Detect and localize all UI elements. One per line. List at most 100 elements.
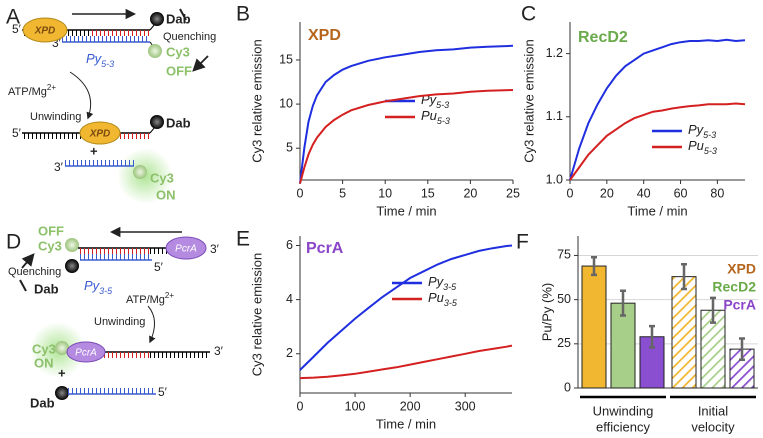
bar: [610, 302, 636, 389]
legend-label: Py5-3: [688, 122, 716, 140]
panel-letter: C: [521, 3, 536, 26]
legend-name: Pu: [421, 108, 437, 123]
label: ATP/Mg2+: [126, 291, 174, 306]
label: 3′: [54, 160, 64, 174]
line: [569, 38, 746, 181]
label: 5′: [158, 385, 168, 399]
error-bar: [620, 289, 626, 317]
label: Dab: [166, 11, 191, 26]
x-tick-label: 15: [421, 186, 435, 200]
x-tick-label: 40: [637, 186, 651, 200]
dab-ball: [55, 386, 69, 400]
cy3-ball: [133, 165, 147, 179]
y-tick-label: 1.1: [546, 109, 563, 123]
label: ON: [156, 187, 176, 202]
line: [569, 102, 746, 181]
panel-letter: A: [6, 6, 20, 29]
y-tick-label: 25: [557, 336, 571, 350]
y-axis-label: Pu/Py (%): [539, 283, 554, 342]
x-tick-label: 25: [506, 186, 520, 200]
chart-title: RecD2: [578, 29, 628, 46]
label: Py5-3: [86, 51, 114, 69]
label: Cy3: [166, 44, 190, 59]
label: OFF: [38, 223, 64, 238]
enzyme: [165, 236, 207, 260]
arrow: [21, 253, 35, 269]
quench-mark: [179, 8, 187, 21]
x-tick-label: 100: [345, 399, 366, 413]
x-axis-label: Time / min: [376, 203, 436, 218]
x-tick-label: 20: [600, 186, 614, 200]
y-tick-label: 15: [279, 52, 293, 66]
legend-sub: 5-3: [704, 146, 717, 156]
x-axis-label: Time / min: [627, 203, 687, 218]
dab-ball: [150, 115, 164, 129]
arrow: [147, 305, 156, 344]
legend-label: RecD2: [712, 279, 756, 295]
line: [299, 89, 514, 184]
label: Dab: [34, 281, 59, 296]
cy3-ball: [148, 44, 162, 58]
label: Cy3: [32, 341, 56, 356]
label: XPD: [89, 129, 111, 140]
line: [299, 44, 514, 184]
y-tick-label: 5: [286, 141, 293, 155]
x-tick-label: 80: [710, 186, 724, 200]
x-tick-label: 0: [297, 399, 304, 413]
arrow: [69, 71, 94, 120]
y-tick-label: 75: [557, 248, 571, 262]
enzyme: [66, 341, 106, 363]
legend-sub: 3-5: [443, 282, 457, 292]
x-tick-label: 60: [674, 186, 688, 200]
panel-letter: B: [236, 3, 250, 26]
error-bar: [681, 263, 687, 291]
y-tick-label: 50: [557, 292, 571, 306]
legend-sub: 3-5: [444, 298, 458, 308]
legend-name: Py: [688, 122, 705, 137]
bar: [671, 276, 697, 389]
label: 5′: [12, 22, 22, 36]
error-bar: [591, 255, 597, 277]
panel-letter: E: [236, 228, 250, 251]
panel-letter: D: [6, 231, 21, 254]
chart-title: PcrA: [306, 240, 344, 257]
x-tick-label: Initial: [698, 403, 728, 418]
y-tick-label: 1.0: [546, 172, 563, 186]
x-tick-label: 20: [463, 186, 477, 200]
label: 5′: [12, 126, 22, 140]
x-tick-label: 0: [297, 186, 304, 200]
x-tick-label: efficiency: [596, 419, 650, 434]
y-axis-label: Cy3 relative emission: [249, 253, 264, 377]
y-tick-label: 4: [286, 292, 293, 306]
label: +: [90, 143, 98, 158]
dab-ball: [150, 12, 164, 26]
y-tick-label: 6: [286, 238, 293, 252]
error-bar: [739, 337, 745, 361]
label: 3′: [52, 36, 62, 50]
legend-sub: 5-3: [436, 100, 449, 110]
x-tick-label: 0: [567, 186, 574, 200]
diagram-d: D OFF Cy3 PcrA 3′ 5′ Quenching Dab Py3-5…: [6, 223, 224, 410]
diagram-a: A 5′ 3′ XPD Dab Cy3 Quenching OFF Py5-3 …: [6, 6, 216, 204]
label: Dab: [166, 115, 191, 130]
enzyme: [22, 17, 68, 43]
label: Cy3: [38, 238, 62, 253]
label: ATP/Mg2+: [8, 83, 56, 98]
legend-name: Py: [428, 274, 445, 289]
label: ON: [34, 355, 54, 370]
y-axis-label: Cy3 relative emission: [249, 39, 264, 163]
label: Dab: [30, 395, 55, 410]
y-tick-label: 0: [564, 380, 571, 394]
legend-label: PcrA: [723, 297, 756, 313]
legend-label: Pu5-3: [688, 138, 717, 156]
y-tick-label: 2: [286, 346, 293, 360]
legend-label: Py3-5: [428, 274, 457, 292]
legend-sub: 5-3: [703, 130, 716, 140]
label: +: [58, 365, 66, 380]
label: 5′: [154, 260, 164, 274]
bar: [581, 265, 607, 389]
x-tick-label: 200: [400, 399, 421, 413]
panel-letter: F: [516, 231, 529, 254]
x-tick-label: 5: [339, 186, 346, 200]
